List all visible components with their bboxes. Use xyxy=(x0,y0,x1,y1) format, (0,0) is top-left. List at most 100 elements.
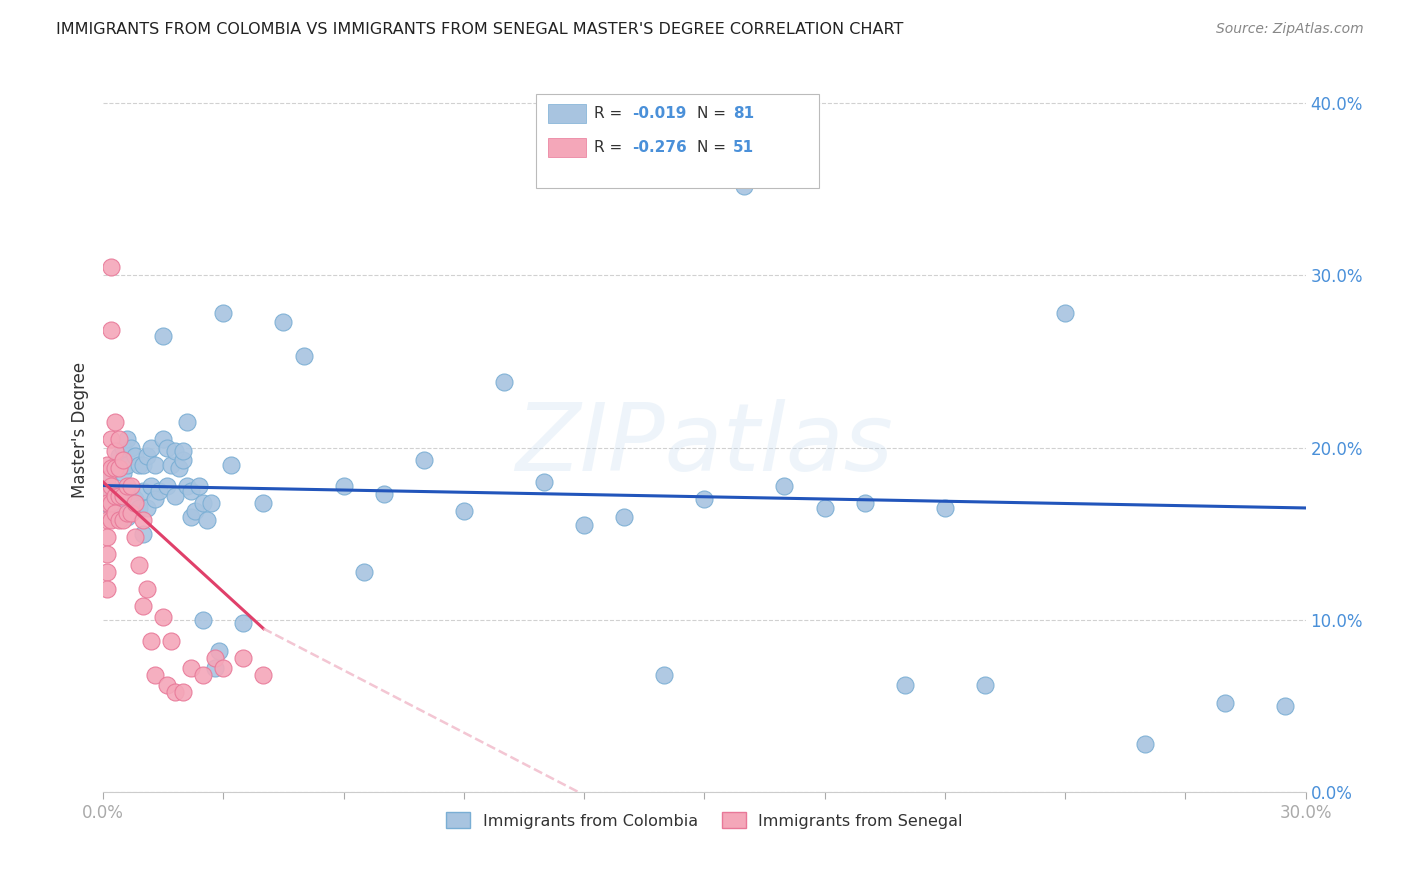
Point xyxy=(733,178,755,193)
Point xyxy=(100,260,122,274)
Point xyxy=(184,504,207,518)
Point xyxy=(613,509,636,524)
Point xyxy=(108,483,131,498)
Point xyxy=(96,458,118,472)
Point xyxy=(96,472,118,486)
Text: N =: N = xyxy=(697,140,731,155)
Point xyxy=(152,432,174,446)
Point xyxy=(104,461,127,475)
Point xyxy=(195,513,218,527)
Point xyxy=(176,478,198,492)
Point xyxy=(112,513,135,527)
Point xyxy=(96,483,118,498)
Legend: Immigrants from Colombia, Immigrants from Senegal: Immigrants from Colombia, Immigrants fro… xyxy=(440,805,969,835)
Point xyxy=(112,489,135,503)
Point xyxy=(96,467,118,481)
Point xyxy=(232,651,254,665)
Point xyxy=(453,504,475,518)
Point xyxy=(124,492,146,507)
Point xyxy=(973,678,995,692)
Point xyxy=(853,496,876,510)
Point xyxy=(193,496,215,510)
Point xyxy=(492,375,515,389)
Point xyxy=(353,565,375,579)
Point xyxy=(221,458,243,472)
Y-axis label: Master's Degree: Master's Degree xyxy=(72,362,89,499)
Point xyxy=(128,500,150,515)
Point xyxy=(100,478,122,492)
Point xyxy=(169,461,191,475)
Point xyxy=(212,306,235,320)
Point xyxy=(693,492,716,507)
Point xyxy=(112,452,135,467)
Point xyxy=(132,526,155,541)
Point xyxy=(128,558,150,572)
Point xyxy=(180,509,202,524)
Point xyxy=(124,450,146,464)
Point xyxy=(172,685,194,699)
Point xyxy=(132,458,155,472)
Point xyxy=(141,441,163,455)
Point xyxy=(100,500,122,515)
Point xyxy=(112,467,135,481)
Point xyxy=(200,496,222,510)
Point xyxy=(212,661,235,675)
Point xyxy=(188,478,211,492)
Point xyxy=(156,678,179,692)
Point xyxy=(572,518,595,533)
Point xyxy=(141,633,163,648)
Point xyxy=(136,500,159,515)
Point xyxy=(108,461,131,475)
Point xyxy=(180,483,202,498)
Point xyxy=(252,496,274,510)
Point xyxy=(120,478,142,492)
Point xyxy=(120,506,142,520)
Point xyxy=(160,458,183,472)
Point xyxy=(136,582,159,596)
Point xyxy=(100,323,122,337)
Point xyxy=(96,483,118,498)
Point xyxy=(108,450,131,464)
Point xyxy=(104,444,127,458)
Point xyxy=(115,458,138,472)
Point xyxy=(112,441,135,455)
Point xyxy=(172,452,194,467)
Point xyxy=(204,651,226,665)
Point xyxy=(152,328,174,343)
Point xyxy=(152,609,174,624)
Point xyxy=(143,458,166,472)
Point xyxy=(104,509,127,524)
Point xyxy=(136,450,159,464)
Point xyxy=(1053,306,1076,320)
Point xyxy=(143,492,166,507)
Point xyxy=(165,444,187,458)
Text: IMMIGRANTS FROM COLOMBIA VS IMMIGRANTS FROM SENEGAL MASTER'S DEGREE CORRELATION : IMMIGRANTS FROM COLOMBIA VS IMMIGRANTS F… xyxy=(56,22,904,37)
Point xyxy=(773,478,796,492)
Point xyxy=(160,633,183,648)
Point xyxy=(934,500,956,515)
Point xyxy=(180,661,202,675)
Point xyxy=(132,513,155,527)
FancyBboxPatch shape xyxy=(548,138,586,157)
Point xyxy=(156,478,179,492)
Point xyxy=(96,530,118,544)
Text: Source: ZipAtlas.com: Source: ZipAtlas.com xyxy=(1216,22,1364,37)
Point xyxy=(108,432,131,446)
Point xyxy=(165,489,187,503)
Text: R =: R = xyxy=(593,140,627,155)
Point xyxy=(120,483,142,498)
Text: ZIPatlas: ZIPatlas xyxy=(516,400,893,491)
Point xyxy=(208,644,231,658)
Text: 51: 51 xyxy=(733,140,754,155)
Point xyxy=(165,685,187,699)
Point xyxy=(120,441,142,455)
Point xyxy=(104,489,127,503)
Point xyxy=(104,483,127,498)
Point xyxy=(273,315,295,329)
Point xyxy=(132,483,155,498)
Point xyxy=(96,582,118,596)
Point xyxy=(156,441,179,455)
Point xyxy=(96,496,118,510)
Point xyxy=(292,349,315,363)
Point xyxy=(96,565,118,579)
